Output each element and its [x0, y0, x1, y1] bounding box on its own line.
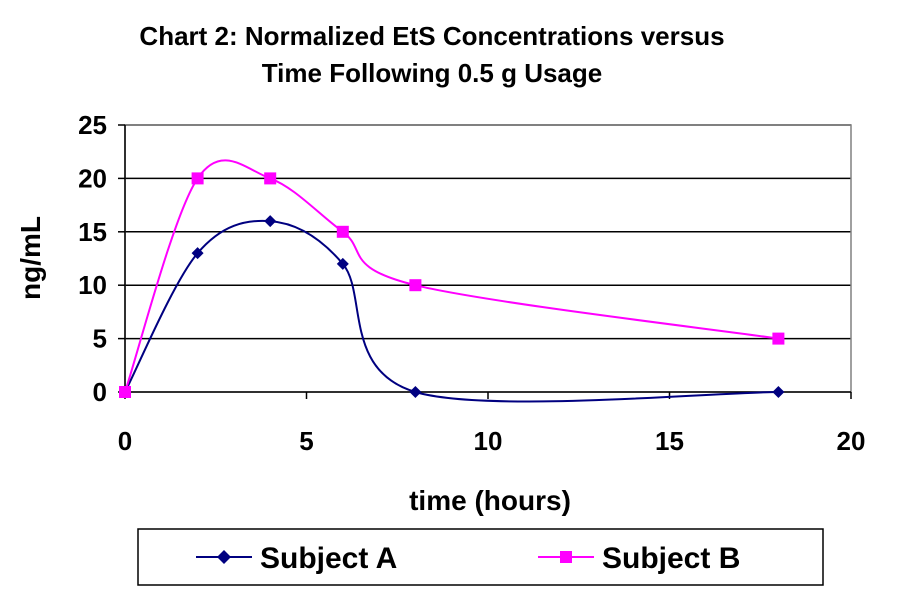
point-subject-a-1 [191, 247, 204, 260]
point-subject-b-1 [191, 172, 204, 185]
chart-title-line-1: Chart 2: Normalized EtS Concentrations v… [139, 21, 724, 51]
legend-box [137, 528, 824, 586]
point-subject-b-0 [119, 386, 131, 398]
y-tick-label-15: 15 [78, 217, 107, 247]
legend-label-subject-b: Subject B [602, 542, 740, 575]
legend-marker-subject-b [560, 551, 572, 563]
x-tick-label-15: 15 [655, 426, 684, 456]
series-line-subject-b [124, 159, 779, 393]
legend-label-subject-a: Subject A [260, 542, 397, 575]
y-tick-label-20: 20 [78, 163, 107, 193]
y-tick-label-0: 0 [93, 377, 107, 407]
y-tick-labels: 0 5 10 15 20 25 [78, 110, 107, 407]
x-tick-label-0: 0 [118, 426, 132, 456]
plot-area-frame [124, 124, 852, 393]
y-axis-label: ng/mL [15, 216, 46, 300]
point-subject-b-5 [772, 332, 785, 345]
y-tick-label-5: 5 [93, 324, 107, 354]
series-layer [119, 159, 785, 403]
x-axis-label: time (hours) [409, 485, 571, 516]
x-tick-label-5: 5 [299, 426, 313, 456]
chart-title-line-2: Time Following 0.5 g Usage [262, 58, 602, 88]
x-tick-labels: 0 5 10 15 20 [118, 426, 866, 456]
point-subject-a-3 [336, 257, 349, 270]
legend: Subject A Subject B [137, 528, 824, 586]
point-subject-a-5 [772, 386, 785, 398]
point-subject-b-3 [336, 225, 349, 238]
point-subject-a-2 [264, 215, 277, 228]
x-tick-label-20: 20 [837, 426, 866, 456]
legend-marker-subject-a [217, 550, 231, 564]
y-tick-label-25: 25 [78, 110, 107, 140]
y-tick-label-10: 10 [78, 270, 107, 300]
point-subject-a-4 [409, 386, 422, 398]
point-subject-b-4 [409, 279, 422, 292]
x-tick-label-10: 10 [474, 426, 503, 456]
point-subject-b-2 [264, 172, 277, 185]
series-line-subject-a [124, 219, 779, 403]
axes [118, 124, 852, 399]
gridlines [125, 124, 851, 340]
